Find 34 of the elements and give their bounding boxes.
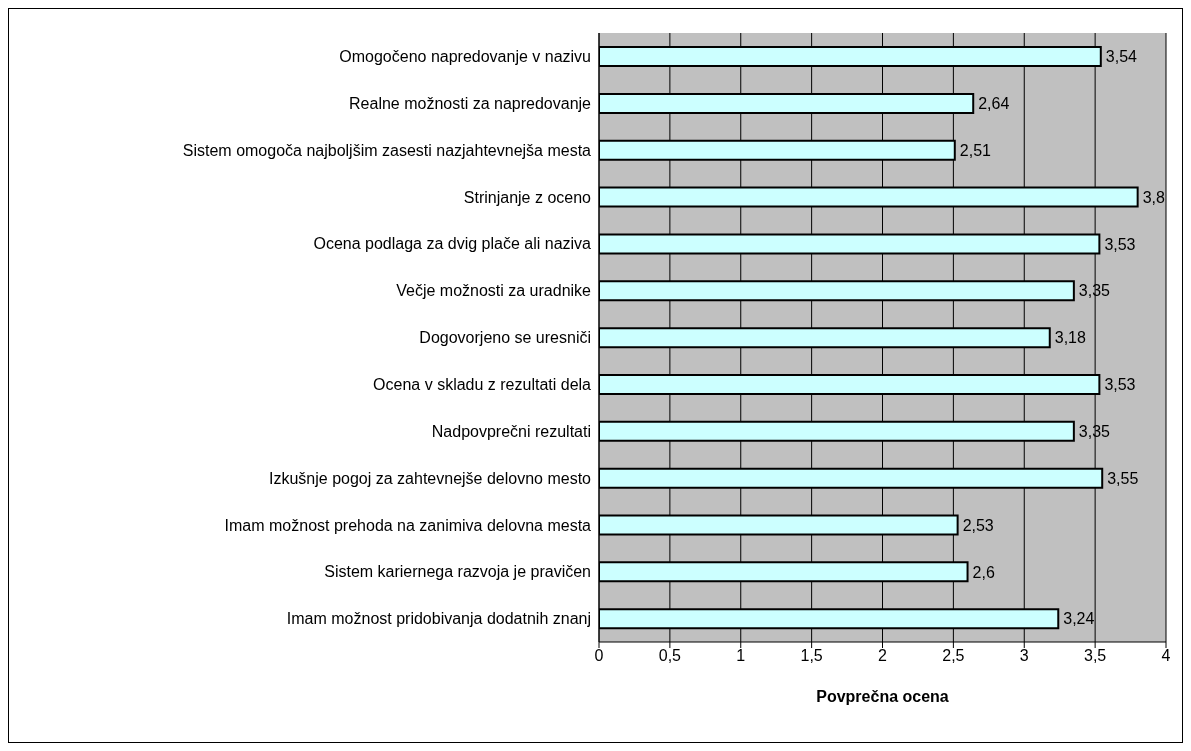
- y-tick-label: Nadpovprečni rezultati: [431, 422, 591, 440]
- x-tick-label: 2: [878, 647, 888, 665]
- y-tick-label: Omogočeno napredovanje v nazivu: [339, 48, 591, 66]
- y-tick-label: Imam možnost prehoda na zanimiva delovna mesta: [224, 516, 592, 534]
- data-label: 3,8: [1142, 188, 1165, 206]
- x-tick-label: 4: [1161, 647, 1171, 665]
- data-label: 3,54: [1105, 48, 1138, 66]
- data-label: 3,18: [1054, 329, 1087, 347]
- y-tick-label: Sistem kariernega razvoja je pravičen: [324, 563, 591, 581]
- x-tick-label: 2,5: [942, 647, 965, 665]
- y-tick-label: Dogovorjeno se uresniči: [419, 329, 591, 347]
- x-tick-label: 1,5: [800, 647, 823, 665]
- y-tick-label: Ocena v skladu z rezultati dela: [373, 376, 592, 394]
- x-tick-label: 3,5: [1084, 647, 1107, 665]
- data-label: 2,53: [962, 516, 994, 534]
- y-tick-label: Imam možnost pridobivanja dodatnih znanj: [286, 610, 591, 628]
- y-tick-label: Realne možnosti za napredovanje: [349, 94, 592, 112]
- data-label: 3,53: [1104, 235, 1136, 253]
- y-tick-label: Ocena podlaga za dvig plače ali naziva: [313, 235, 592, 253]
- x-tick-label: 1: [736, 647, 746, 665]
- x-tick-label: 0: [594, 647, 604, 665]
- x-axis-title: Povprečna ocena: [816, 688, 949, 705]
- y-tick-label: Izkušnje pogoj za zahtevnejše delovno mesto: [269, 469, 592, 487]
- x-tick-label: 3: [1019, 647, 1029, 665]
- y-tick-label: Strinjanje z oceno: [463, 188, 592, 206]
- x-tick-label: 0,5: [658, 647, 682, 665]
- data-label: 3,24: [1063, 610, 1095, 628]
- data-label: 2,51: [959, 141, 992, 159]
- data-label: 2,64: [978, 95, 1010, 113]
- data-label: 3,53: [1104, 376, 1136, 394]
- y-tick-label: Sistem omogoča najboljšim zasesti nazjahtevnejša mesta: [182, 141, 592, 159]
- y-tick-label: Večje možnosti za uradnike: [396, 282, 592, 300]
- data-label: 2,6: [972, 563, 995, 581]
- data-label: 3,55: [1107, 469, 1139, 487]
